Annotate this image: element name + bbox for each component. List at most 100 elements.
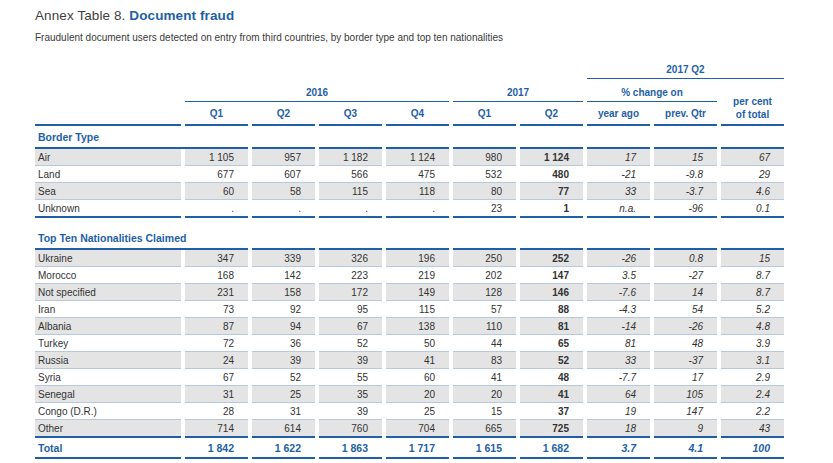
cell-value: 128: [453, 284, 516, 301]
cell-value: 252: [520, 250, 583, 267]
cell-value: 3.9: [721, 335, 784, 352]
total-value: 3.7: [587, 438, 650, 459]
cell-value: 957: [252, 149, 315, 166]
cell-value: 146: [520, 284, 583, 301]
cell-value: 475: [386, 166, 449, 183]
row-label: Turkey: [35, 335, 181, 352]
cell-value: .: [319, 200, 382, 218]
row-label: Unknown: [35, 200, 181, 218]
annex-table-page: Annex Table 8. Document fraud Fraudulent…: [0, 0, 833, 463]
table-row: Sea6058115118807733-3.74.6: [35, 183, 784, 200]
section-title: Border Type: [35, 126, 248, 149]
section-header-fill: [654, 227, 717, 250]
table-row: Senegal312535202041641052.4: [35, 386, 784, 403]
table-row: Land677607566475532480-21-9.829: [35, 166, 784, 183]
cell-value: 1: [520, 200, 583, 218]
cell-value: 168: [185, 267, 248, 284]
table-subtitle: Fraudulent document users detected on en…: [35, 32, 833, 43]
cell-value: -7.6: [587, 284, 650, 301]
cell-value: 147: [654, 403, 717, 420]
cell-value: 2.4: [721, 386, 784, 403]
col-header-2016-q3: Q3: [319, 102, 382, 126]
cell-value: 2.9: [721, 369, 784, 386]
table-row: Albania87946713811081-14-264.8: [35, 318, 784, 335]
cell-value: 72: [185, 335, 248, 352]
cell-value: .: [386, 200, 449, 218]
table-row: Air1 1059571 1821 1249801 124171567: [35, 149, 784, 166]
total-value: 4.1: [654, 438, 717, 459]
total-value: 1 615: [453, 438, 516, 459]
document-fraud-table: 2017 Q2 2016 2017 % change on per cent o…: [31, 54, 788, 459]
section-spacer-row: [35, 218, 784, 227]
cell-value: 202: [453, 267, 516, 284]
cell-value: 39: [319, 403, 382, 420]
row-label: Land: [35, 166, 181, 183]
cell-value: 52: [520, 352, 583, 369]
row-label: Air: [35, 149, 181, 166]
total-row: Total1 8421 6221 8631 7171 6151 6823.74.…: [35, 438, 784, 459]
table-row: Unknown....231n.a.-960.1: [35, 200, 784, 218]
cell-value: 83: [453, 352, 516, 369]
cell-value: 339: [252, 250, 315, 267]
section-header-fill: [386, 126, 449, 149]
total-value: 1 622: [252, 438, 315, 459]
cell-value: 607: [252, 166, 315, 183]
cell-value: 18: [587, 420, 650, 438]
cell-value: 35: [319, 386, 382, 403]
cell-value: 17: [587, 149, 650, 166]
cell-value: 172: [319, 284, 382, 301]
cell-value: 9: [654, 420, 717, 438]
cell-value: 25: [386, 403, 449, 420]
row-label: Iran: [35, 301, 181, 318]
cell-value: 81: [587, 335, 650, 352]
group-header-pct-change: % change on: [587, 79, 717, 102]
cell-value: 665: [453, 420, 516, 438]
cell-value: 347: [185, 250, 248, 267]
cell-value: 566: [319, 166, 382, 183]
col-header-pct-of-total: per cent of total: [721, 79, 784, 126]
section-header-fill: [587, 126, 650, 149]
header-spacer-2017: [453, 54, 583, 79]
cell-value: -7.7: [587, 369, 650, 386]
row-label: Morocco: [35, 267, 181, 284]
cell-value: 31: [185, 386, 248, 403]
cell-value: 110: [453, 318, 516, 335]
row-label: Syria: [35, 369, 181, 386]
section-title: Top Ten Nationalities Claimed: [35, 227, 248, 250]
total-value: 100: [721, 438, 784, 459]
cell-value: 2.2: [721, 403, 784, 420]
group-header-2017: 2017: [453, 79, 583, 102]
cell-value: 223: [319, 267, 382, 284]
section-header-row: Top Ten Nationalities Claimed: [35, 227, 784, 250]
pct-total-line2: of total: [721, 109, 784, 122]
title-prefix: Annex Table 8.: [35, 8, 125, 23]
table-row: Russia24393941835233-373.1: [35, 352, 784, 369]
row-label: Russia: [35, 352, 181, 369]
cell-value: 4.6: [721, 183, 784, 200]
row-label: Sea: [35, 183, 181, 200]
cell-value: 67: [319, 318, 382, 335]
cell-value: 39: [319, 352, 382, 369]
cell-value: 41: [520, 386, 583, 403]
cell-value: 48: [520, 369, 583, 386]
section-header-fill: [654, 126, 717, 149]
table-row: Iran7392951155788-4.3545.2: [35, 301, 784, 318]
cell-value: 54: [654, 301, 717, 318]
row-label: Albania: [35, 318, 181, 335]
cell-value: 73: [185, 301, 248, 318]
cell-value: .: [252, 200, 315, 218]
cell-value: 250: [453, 250, 516, 267]
cell-value: 20: [453, 386, 516, 403]
cell-value: 158: [252, 284, 315, 301]
cell-value: 4.8: [721, 318, 784, 335]
cell-value: 50: [386, 335, 449, 352]
section-header-fill: [319, 227, 382, 250]
cell-value: 326: [319, 250, 382, 267]
cell-value: 760: [319, 420, 382, 438]
cell-value: 87: [185, 318, 248, 335]
table-row: Other71461476070466572518943: [35, 420, 784, 438]
cell-value: 60: [185, 183, 248, 200]
cell-value: 532: [453, 166, 516, 183]
table-row: Not specified231158172149128146-7.6148.7: [35, 284, 784, 301]
cell-value: 105: [654, 386, 717, 403]
